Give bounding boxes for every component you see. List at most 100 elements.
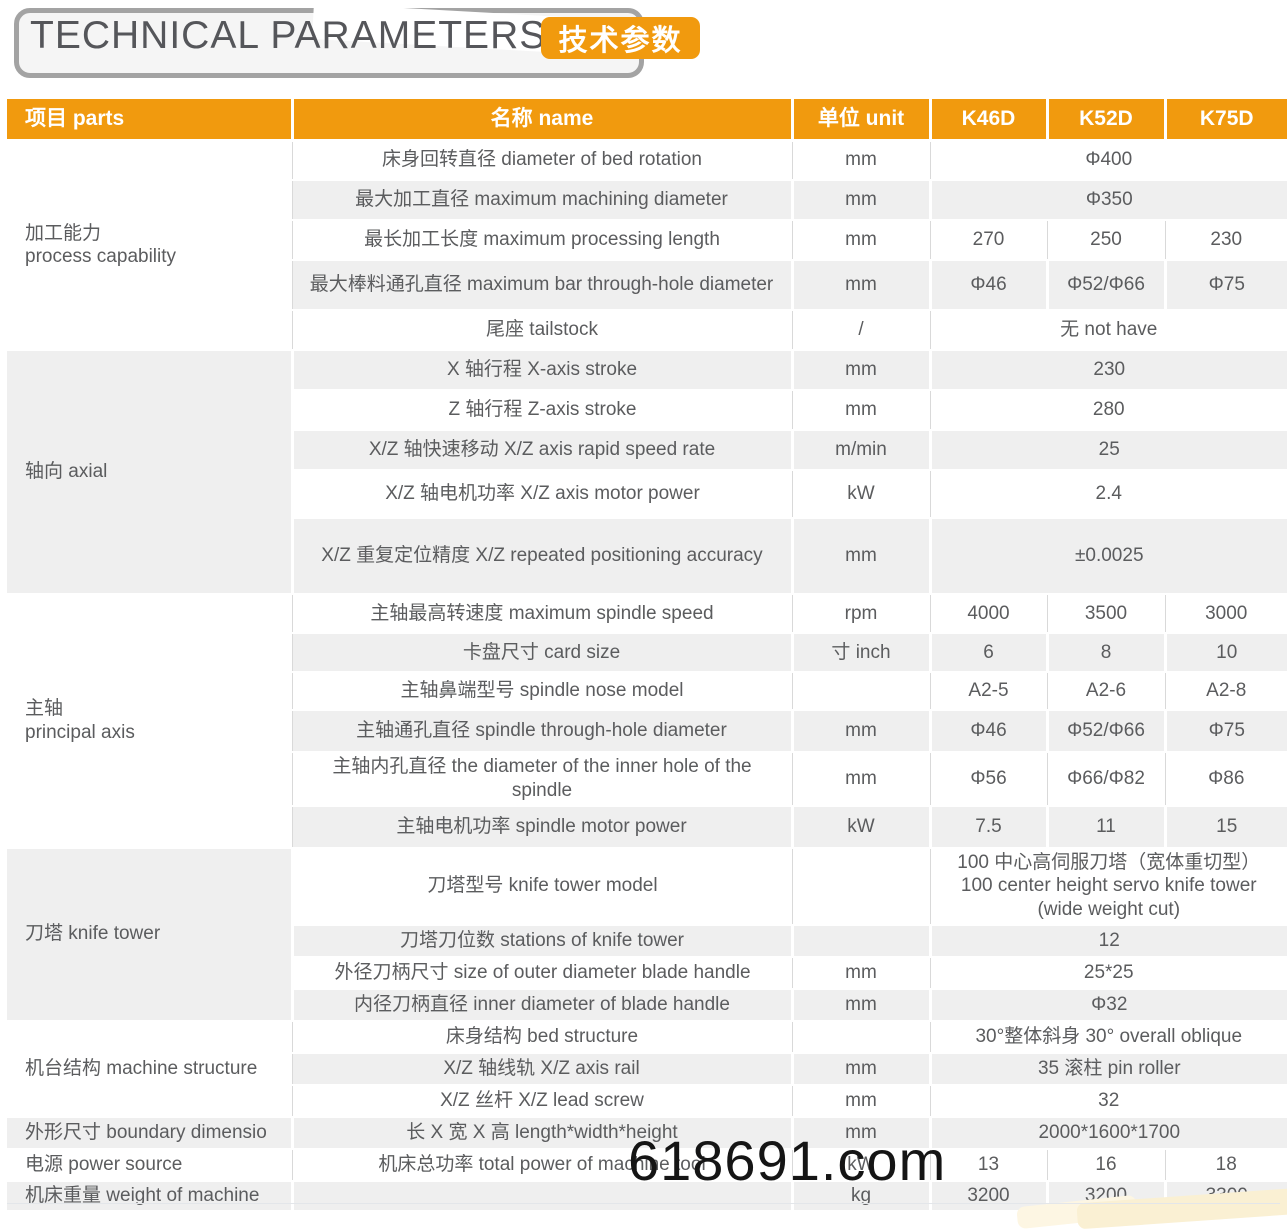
value-cell: ±0.0025 <box>930 518 1287 595</box>
param-name-cell: X/Z 轴快速移动 X/Z axis rapid speed rate <box>292 430 794 471</box>
value-cell: 32 <box>930 1084 1287 1118</box>
table-row: 尾座 tailstock / 无 not have <box>7 310 1287 351</box>
value-cell-k75d: Φ75 <box>1165 260 1287 311</box>
page-title: TECHNICAL PARAMETERS <box>30 14 547 57</box>
table-row: X/Z 重复定位精度 X/Z repeated positioning accu… <box>7 518 1287 595</box>
value-cell: Φ400 <box>930 140 1287 181</box>
unit-cell: rpm <box>792 594 931 634</box>
value-cell-k75d: A2-8 <box>1165 672 1287 711</box>
table-row: 最大棒料通孔直径 maximum bar through-hole diamet… <box>7 260 1287 311</box>
parameters-table: 项目 parts 名称 name 单位 unit K46D K52D K75D … <box>7 99 1287 1212</box>
value-cell: 230 <box>930 350 1287 391</box>
table-row: 外形尺寸 boundary dimensio 长 X 宽 X 高 length*… <box>7 1116 1287 1150</box>
value-cell: 30°整体斜身 30° overall oblique <box>930 1020 1287 1054</box>
unit-cell: mm <box>792 390 931 431</box>
group-cell-weight: 机床重量 weight of machine <box>7 1180 294 1212</box>
table-row: 外径刀柄尺寸 size of outer diameter blade hand… <box>7 956 1287 990</box>
watermark: 618691.com <box>628 1129 947 1192</box>
value-cell: Φ32 <box>930 988 1287 1022</box>
value-cell-k52d: 8 <box>1047 633 1167 673</box>
unit-cell: mm <box>792 518 932 595</box>
unit-cell <box>792 924 932 958</box>
unit-cell: mm <box>792 350 932 391</box>
table-row: 主轴鼻端型号 spindle nose model A2-5 A2-6 A2-8 <box>7 672 1287 711</box>
value-cell-k46d: Φ46 <box>930 260 1049 311</box>
table-row: 电源 power source 机床总功率 total power of mac… <box>7 1148 1287 1182</box>
param-name-cell: X/Z 重复定位精度 X/Z repeated positioning accu… <box>292 518 794 595</box>
value-cell-k52d: 11 <box>1047 805 1167 849</box>
value-cell-k52d: Φ52/Φ66 <box>1047 260 1167 311</box>
value-cell-k46d: 6 <box>930 633 1049 673</box>
table-row: X/Z 丝杆 X/Z lead screw mm 32 <box>7 1084 1287 1118</box>
unit-cell: kW <box>792 1148 931 1182</box>
param-name-cell: X/Z 轴电机功率 X/Z axis motor power <box>292 470 793 519</box>
group-cell-principal-axis: 主轴 principal axis <box>7 594 293 849</box>
table-row: 轴向 axial X 轴行程 X-axis stroke mm 230 <box>7 350 1287 595</box>
value-cell-k75d: 230 <box>1165 220 1287 261</box>
column-header-k46d: K46D <box>930 99 1049 142</box>
group-cell-power-source: 电源 power source <box>7 1148 293 1182</box>
table-row: 主轴 principal axis 主轴最高转速度 maximum spindl… <box>7 594 1287 849</box>
table-row: 加工能力 process capability 床身回转直径 diameter … <box>7 140 1287 351</box>
group-cell-machine-structure: 机台结构 machine structure <box>7 1020 293 1118</box>
value-cell-k46d: 7.5 <box>930 805 1049 849</box>
param-name-cell: 刀塔型号 knife tower model <box>292 847 793 926</box>
group-cell-boundary-dimension: 外形尺寸 boundary dimensio <box>7 1116 294 1150</box>
group-cell-knife-tower: 刀塔 knife tower <box>7 847 294 1022</box>
column-header-parts: 项目 parts <box>7 99 294 142</box>
column-header-k75d: K75D <box>1165 99 1287 142</box>
param-name-cell: 主轴最高转速度 maximum spindle speed <box>292 594 793 634</box>
param-name-cell: 床身结构 bed structure <box>292 1020 793 1054</box>
table-row: X/Z 轴快速移动 X/Z axis rapid speed rate m/mi… <box>7 430 1287 471</box>
param-name-cell: 主轴内孔直径 the diameter of the inner hole of… <box>292 752 793 807</box>
group-cell-axial: 轴向 axial <box>7 350 294 595</box>
unit-cell <box>792 847 931 926</box>
value-cell-k46d: A2-5 <box>930 672 1048 711</box>
param-name-cell: 最大棒料通孔直径 maximum bar through-hole diamet… <box>292 260 794 311</box>
group-cell-process-capability: 加工能力 process capability <box>7 140 293 351</box>
table-header-row: 项目 parts 名称 name 单位 unit K46D K52D K75D <box>7 99 1287 142</box>
value-cell-k46d: Φ46 <box>930 710 1049 753</box>
unit-cell: mm <box>792 140 931 181</box>
table-row: Z 轴行程 Z-axis stroke mm 280 <box>7 390 1287 431</box>
unit-cell: / <box>792 310 931 351</box>
param-name-cell: X 轴行程 X-axis stroke <box>292 350 794 391</box>
unit-cell: mm <box>792 956 931 990</box>
value-cell: 12 <box>930 924 1287 958</box>
table-row: 主轴电机功率 spindle motor power kW 7.5 11 15 <box>7 805 1287 849</box>
value-cell-k75d: 10 <box>1165 633 1287 673</box>
param-name-cell: X/Z 丝杆 X/Z lead screw <box>292 1084 793 1118</box>
value-cell: 280 <box>930 390 1287 431</box>
param-name-cell: Z 轴行程 Z-axis stroke <box>292 390 793 431</box>
unit-cell: kW <box>792 805 932 849</box>
column-header-unit: 单位 unit <box>792 99 932 142</box>
table-row: X/Z 轴电机功率 X/Z axis motor power kW 2.4 <box>7 470 1287 519</box>
value-cell: Φ350 <box>930 180 1287 221</box>
value-cell-k46d: 13 <box>930 1148 1048 1182</box>
unit-cell: mm <box>792 710 932 753</box>
unit-cell: mm <box>792 1084 931 1118</box>
param-name-cell: X/Z 轴线轨 X/Z axis rail <box>292 1052 794 1086</box>
param-name-cell: 卡盘尺寸 card size <box>292 633 794 673</box>
title-badge: 技术参数 <box>541 17 700 59</box>
title-box <box>14 3 694 78</box>
table-row: X/Z 轴线轨 X/Z axis rail mm 35 滚柱 pin rolle… <box>7 1052 1287 1086</box>
table-row: 主轴内孔直径 the diameter of the inner hole of… <box>7 752 1287 807</box>
unit-cell: mm <box>792 988 932 1022</box>
param-name-cell: 床身回转直径 diameter of bed rotation <box>292 140 793 181</box>
value-cell-k52d: 3500 <box>1047 594 1166 634</box>
unit-cell: m/min <box>792 430 932 471</box>
value-cell-k75d: Φ75 <box>1165 710 1287 753</box>
unit-cell: mm <box>792 180 932 221</box>
param-name-cell: 尾座 tailstock <box>292 310 793 351</box>
param-name-cell: 主轴鼻端型号 spindle nose model <box>292 672 793 711</box>
param-name-cell: 外径刀柄尺寸 size of outer diameter blade hand… <box>292 956 793 990</box>
param-name-cell: 内径刀柄直径 inner diameter of blade handle <box>292 988 794 1022</box>
param-name-cell: 机床总功率 total power of machine tool <box>292 1148 793 1182</box>
value-cell: 无 not have <box>930 310 1287 351</box>
param-name-cell: 主轴电机功率 spindle motor power <box>292 805 794 849</box>
value-cell-k75d: 3000 <box>1165 594 1287 634</box>
unit-cell: mm <box>792 220 931 261</box>
value-cell: 100 中心高伺服刀塔（宽体重切型） 100 center height ser… <box>930 847 1287 926</box>
unit-cell <box>792 1020 931 1054</box>
